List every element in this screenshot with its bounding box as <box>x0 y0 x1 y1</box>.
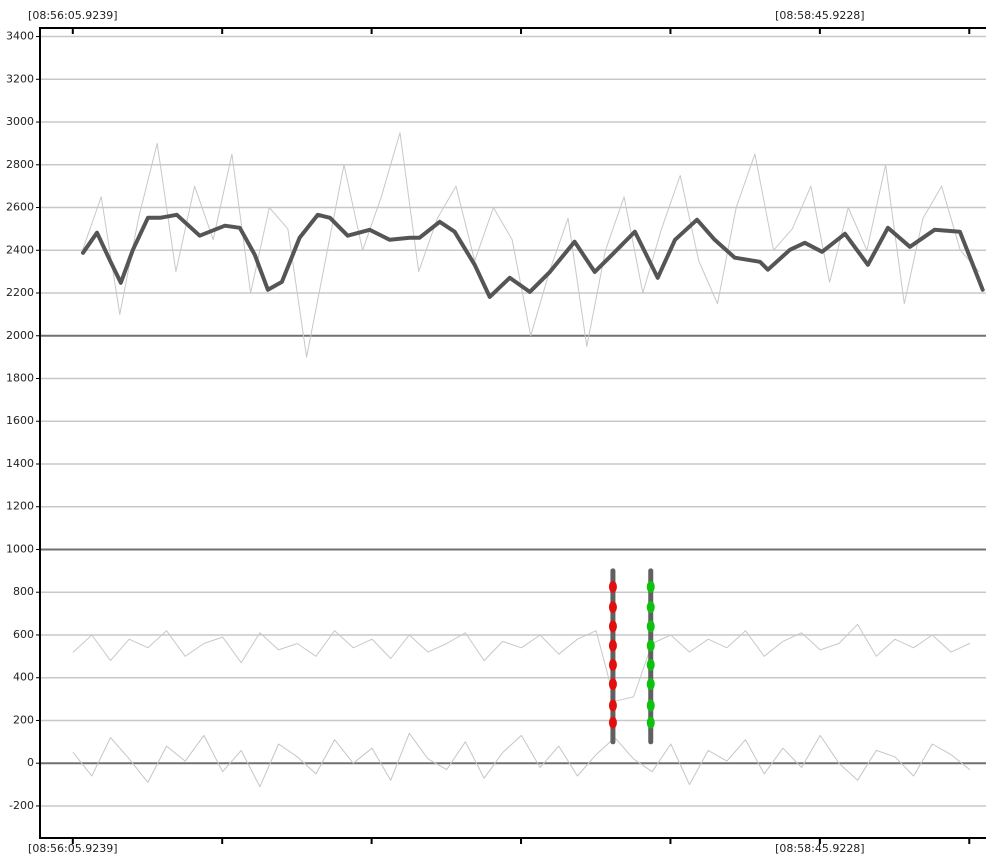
y-tick-label: 200 <box>13 713 34 726</box>
y-tick-label: 3400 <box>6 30 34 43</box>
y-tick-label: 3000 <box>6 115 34 128</box>
marker-dot <box>608 620 617 633</box>
marker-dot <box>608 716 617 729</box>
y-tick-label: 1400 <box>6 457 34 470</box>
y-tick-label: 0 <box>27 756 34 769</box>
marker-dot <box>646 620 655 633</box>
marker-dot <box>646 601 655 614</box>
marker-dot <box>608 678 617 691</box>
series-line <box>81 212 985 299</box>
marker-dot <box>608 639 617 652</box>
marker-dot <box>646 678 655 691</box>
y-tick-label: 2600 <box>6 201 34 214</box>
marker-dot <box>608 699 617 712</box>
series-line <box>82 132 980 358</box>
y-tick-label: 800 <box>13 585 34 598</box>
y-tick-label: 600 <box>13 628 34 641</box>
y-tick-label: 1000 <box>6 542 34 555</box>
marker-dot <box>608 601 617 614</box>
marker-dot <box>646 716 655 729</box>
marker-dot <box>608 580 617 593</box>
marker-dot <box>646 639 655 652</box>
series-line <box>72 732 971 788</box>
marker-dot <box>608 658 617 671</box>
x-tick-label: [08:56:05.9239] <box>28 842 117 855</box>
y-tick-label: 2400 <box>6 243 34 256</box>
y-tick-label: 1800 <box>6 372 34 385</box>
x-tick-label: [08:56:05.9239] <box>28 9 117 22</box>
y-tick-label: 1600 <box>6 414 34 427</box>
marker-dot <box>646 580 655 593</box>
y-tick-label: 2800 <box>6 158 34 171</box>
plot-frame <box>39 27 986 839</box>
y-tick-label: 400 <box>13 671 34 684</box>
y-tick-label: 2000 <box>6 329 34 342</box>
marker-dot <box>646 658 655 671</box>
marker-dot <box>646 699 655 712</box>
x-tick-label: [08:58:45.9228] <box>775 9 864 22</box>
y-tick-label: 2200 <box>6 286 34 299</box>
y-tick-label: 3200 <box>6 72 34 85</box>
series-line <box>72 623 971 702</box>
x-tick-label: [08:58:45.9228] <box>775 842 864 855</box>
y-tick-label: -200 <box>9 799 34 812</box>
y-tick-label: 1200 <box>6 500 34 513</box>
